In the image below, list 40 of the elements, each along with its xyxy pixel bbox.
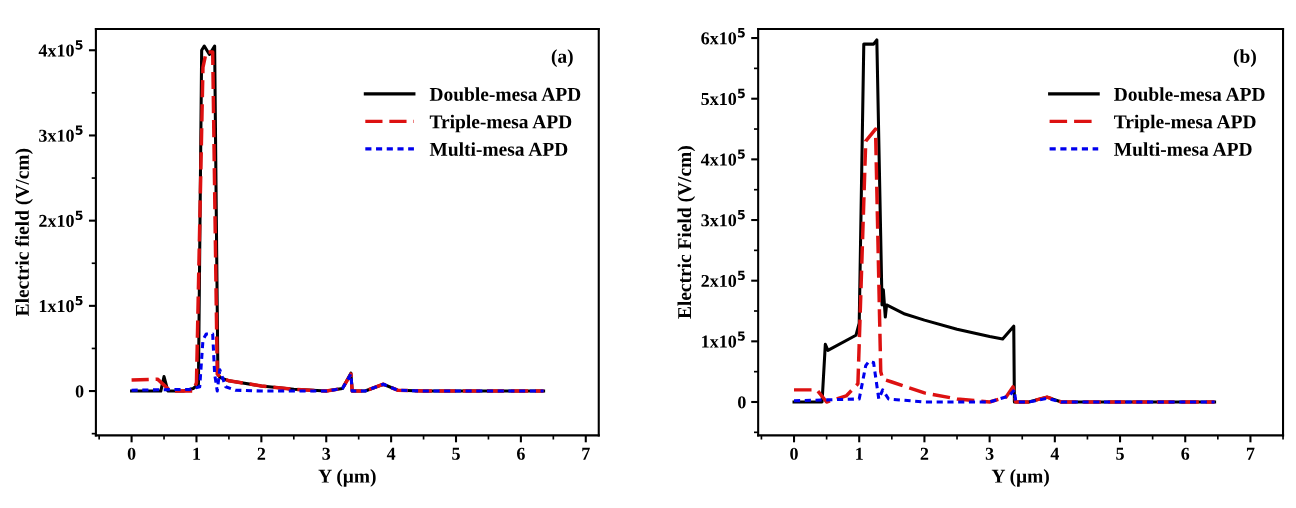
y-axis-title: Electric field (V/cm) xyxy=(15,148,33,317)
y-tick-label: 1x10$^{5}$ xyxy=(702,331,745,348)
legend-label: Multi-mesa APD xyxy=(1114,142,1252,156)
x-tick-label: 6 xyxy=(517,447,525,460)
annotation: (b) xyxy=(1233,49,1256,67)
x-tick-label: 1 xyxy=(856,447,863,460)
y-tick-label: 0 xyxy=(738,396,746,409)
x-tick-label: 7 xyxy=(1246,447,1255,460)
x-tick-label: 4 xyxy=(1050,447,1060,460)
legend-label: Double-mesa APD xyxy=(1114,87,1265,101)
x-tick-label: 4 xyxy=(386,447,396,460)
y-tick-label: 5x10$^{5}$ xyxy=(701,88,745,106)
x-tick-label: 2 xyxy=(920,447,929,460)
y-tick-label: 0 xyxy=(75,385,84,398)
y-tick-label: 4x10$^{5}$ xyxy=(38,40,83,57)
y-tick-label: 4x10$^{5}$ xyxy=(700,149,745,166)
x-tick-label: 6 xyxy=(1181,447,1190,460)
y-tick-label: 2x10$^{5}$ xyxy=(39,210,83,227)
y-tick-label: 2x10$^{5}$ xyxy=(701,270,745,288)
x-tick-label: 5 xyxy=(1116,447,1124,460)
legend-label: Triple-mesa APD xyxy=(429,114,572,133)
y-tick-label: 3x10$^{5}$ xyxy=(701,210,745,227)
y-tick-label: 6x10$^{5}$ xyxy=(701,28,745,45)
legend-label: Triple-mesa APD xyxy=(1114,114,1256,133)
y-tick-label: 1x10$^{5}$ xyxy=(39,295,83,313)
x-tick-label: 5 xyxy=(452,447,460,460)
x-tick-label: 0 xyxy=(790,447,798,460)
x-axis-title: Y (μm) xyxy=(318,469,376,487)
annotation: (a) xyxy=(551,49,573,67)
legend-label: Double-mesa APD xyxy=(429,87,581,101)
legend-label: Multi-mesa APD xyxy=(429,142,568,156)
x-tick-label: 3 xyxy=(322,447,331,460)
x-tick-label: 3 xyxy=(985,447,994,460)
y-tick-label: 3x10$^{5}$ xyxy=(39,125,83,142)
x-tick-label: 0 xyxy=(127,447,136,460)
x-axis-title: Y (μm) xyxy=(991,469,1049,487)
x-tick-label: 2 xyxy=(257,447,266,460)
x-tick-label: 1 xyxy=(193,447,201,460)
x-tick-label: 7 xyxy=(582,447,590,460)
y-axis-title: Electric Field (V/cm) xyxy=(677,146,696,319)
